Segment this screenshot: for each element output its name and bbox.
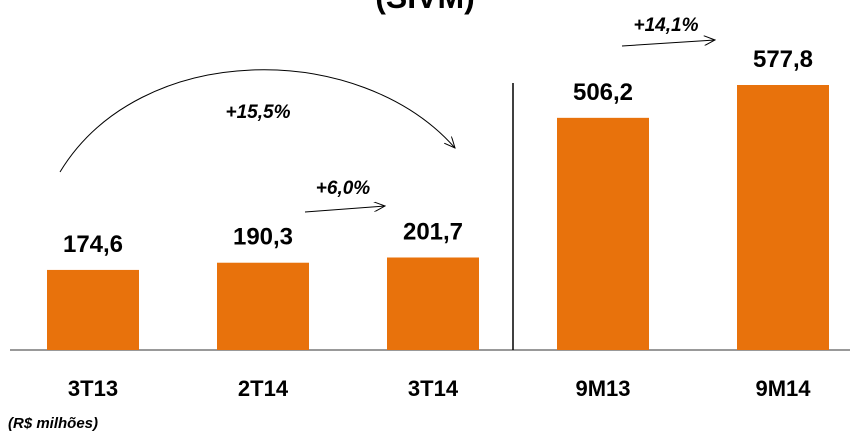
bar bbox=[217, 262, 309, 350]
x-tick-label: 3T14 bbox=[408, 376, 459, 401]
x-tick-label: 9M14 bbox=[755, 376, 811, 401]
bar bbox=[47, 269, 139, 350]
bar bbox=[557, 117, 649, 351]
value-label: 201,7 bbox=[403, 218, 463, 245]
annotation: +15,5% bbox=[226, 102, 291, 123]
x-tick-label: 9M13 bbox=[575, 376, 630, 401]
bar bbox=[387, 257, 479, 350]
growth-arrow bbox=[621, 40, 715, 47]
value-label: 577,8 bbox=[753, 46, 813, 73]
x-tick-label: 3T13 bbox=[68, 376, 118, 401]
x-tick-label: 2T14 bbox=[238, 376, 289, 401]
value-label: 174,6 bbox=[63, 231, 123, 258]
value-label: 506,2 bbox=[573, 79, 633, 106]
growth-arrow bbox=[59, 69, 455, 173]
annotation: +6,0% bbox=[316, 178, 371, 199]
value-label: 190,3 bbox=[233, 224, 293, 251]
chart-title: (SIVM) bbox=[375, 0, 475, 15]
growth-arrow bbox=[304, 206, 385, 213]
unit-note: (R$ milhões) bbox=[8, 415, 98, 432]
annotation: +14,1% bbox=[634, 15, 699, 36]
bar bbox=[737, 85, 829, 350]
